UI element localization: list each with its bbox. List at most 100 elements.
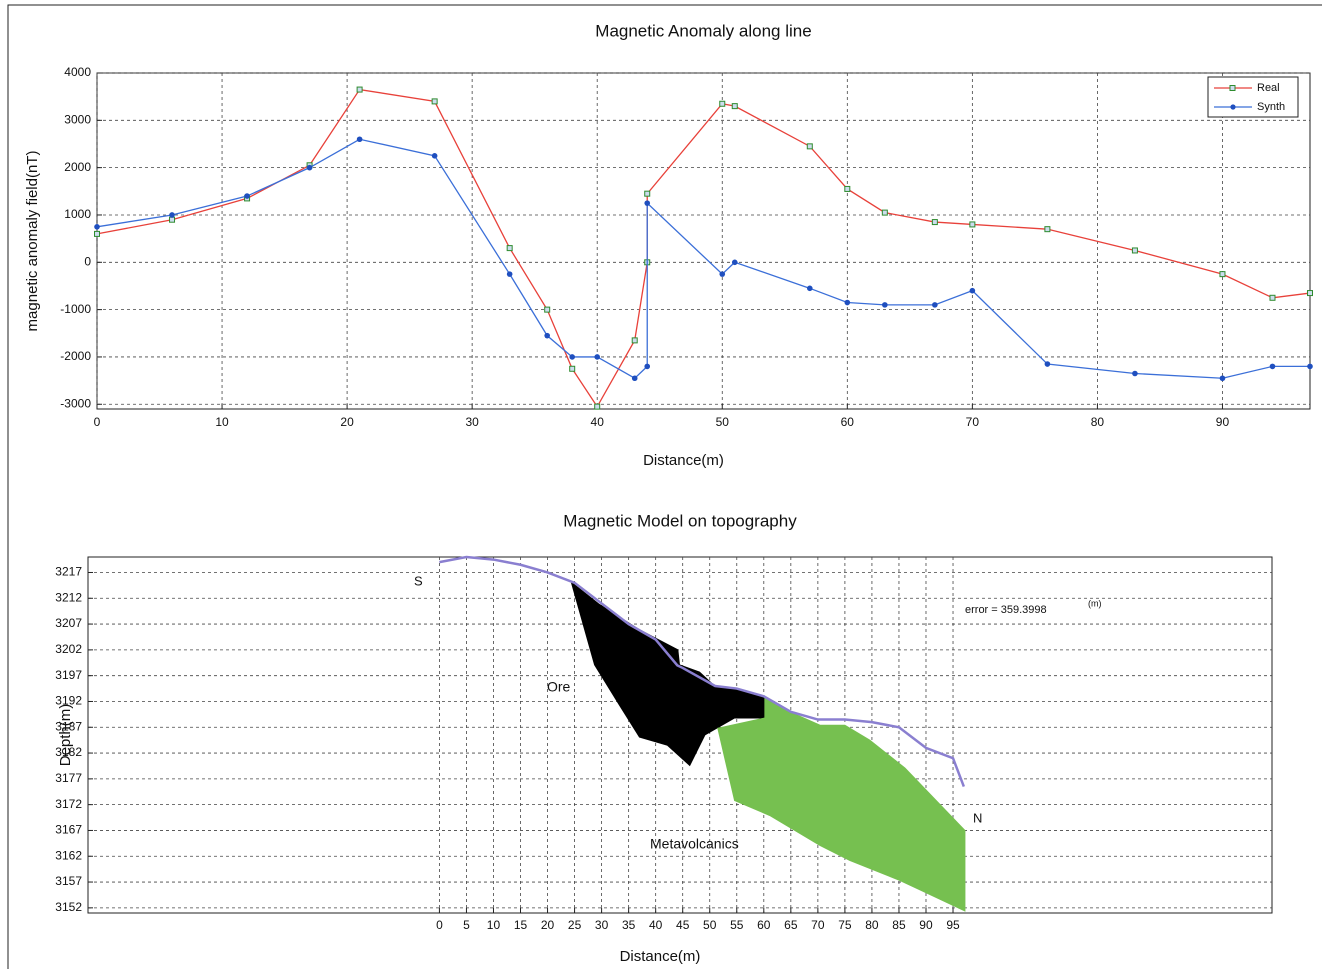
point (594, 403, 601, 410)
y-axis-label: Depth(m) (57, 704, 74, 767)
y-tick-label: 3172 (55, 797, 82, 811)
error-label: error = 359.3998 (965, 604, 1047, 616)
point (644, 190, 651, 197)
x-tick-label: 20 (340, 415, 354, 429)
point (1219, 375, 1226, 382)
point (506, 271, 513, 277)
point (356, 136, 363, 143)
point (719, 271, 726, 277)
body-label: Metavolcanics (650, 836, 739, 852)
point (1269, 294, 1276, 301)
point (644, 363, 651, 370)
point (94, 230, 100, 237)
x-tick-label: 60 (841, 415, 855, 429)
legend-marker (1229, 85, 1236, 91)
x-tick-label: 65 (784, 918, 798, 932)
point (431, 98, 438, 105)
x-tick-label: 45 (676, 918, 690, 932)
x-tick-label: 70 (966, 415, 980, 429)
x-tick-label: 0 (436, 918, 443, 932)
y-tick-label: 3182 (55, 745, 82, 759)
point (569, 365, 576, 372)
y-tick-label: 1000 (64, 207, 91, 221)
point (244, 193, 250, 199)
annotation: S (414, 573, 423, 588)
x-tick-label: 50 (703, 918, 717, 932)
y-tick-label: -1000 (60, 302, 91, 316)
y-tick-label: 3207 (55, 616, 82, 630)
y-tick-label: 3202 (55, 642, 82, 656)
legend-label: Synth (1257, 101, 1285, 113)
legend-marker (1230, 104, 1236, 110)
geologic-body (717, 695, 966, 912)
point (1044, 361, 1051, 367)
point (506, 245, 513, 252)
chart-title: Magnetic Anomaly along line (595, 21, 811, 40)
y-tick-label: 3217 (55, 565, 82, 579)
y-tick-label: 3162 (55, 848, 82, 862)
point (932, 302, 938, 308)
x-tick-label: 95 (946, 918, 960, 932)
x-tick-label: 90 (1216, 415, 1230, 429)
x-tick-label: 10 (487, 918, 501, 932)
point (806, 143, 813, 150)
figure-frame (7, 4, 1322, 969)
point (969, 287, 976, 294)
x-tick-label: 5 (463, 918, 470, 932)
point (844, 185, 851, 192)
x-tick-label: 80 (1091, 415, 1105, 429)
y-tick-label: 3187 (55, 719, 82, 733)
point (969, 221, 976, 228)
point (431, 153, 438, 159)
point (544, 306, 551, 313)
y-tick-label: 3212 (55, 590, 82, 604)
x-tick-label: 35 (622, 918, 636, 932)
x-tick-label: 0 (94, 415, 101, 429)
point (1269, 363, 1276, 370)
x-tick-label: 80 (865, 918, 879, 932)
point (569, 354, 575, 360)
point (1307, 290, 1313, 297)
y-tick-label: 2000 (64, 160, 91, 174)
topography-line (439, 555, 966, 788)
y-tick-label: 3157 (55, 874, 82, 888)
y-tick-label: 3152 (55, 900, 82, 914)
x-tick-label: 40 (591, 415, 605, 429)
x-tick-label: 40 (649, 918, 663, 932)
y-tick-label: 4000 (64, 65, 91, 79)
point (881, 209, 888, 216)
x-tick-label: 70 (811, 918, 825, 932)
point (594, 354, 601, 360)
point (1219, 271, 1226, 278)
point (544, 332, 550, 339)
x-tick-label: 10 (215, 415, 229, 429)
y-tick-label: 3167 (55, 823, 82, 837)
x-tick-label: 30 (595, 918, 609, 932)
legend-label: Real (1257, 82, 1280, 94)
y-tick-label: 0 (84, 254, 91, 268)
annotation: N (973, 810, 982, 825)
x-tick-label: 85 (892, 918, 906, 932)
point (1307, 363, 1313, 370)
x-tick-label: 90 (919, 918, 933, 932)
y-tick-label: -2000 (60, 349, 91, 363)
y-tick-label: 3000 (64, 112, 91, 126)
point (931, 219, 938, 226)
x-tick-label: 25 (568, 918, 582, 932)
y-axis-label: magnetic anomaly field(nT) (24, 151, 41, 332)
point (731, 259, 738, 266)
point (169, 212, 175, 218)
point (94, 224, 100, 230)
y-tick-label: 3192 (55, 694, 82, 708)
point (631, 337, 638, 344)
point (806, 285, 813, 292)
y-tick-label: 3177 (55, 771, 82, 785)
x-tick-label: 55 (730, 918, 744, 932)
point (882, 302, 888, 308)
point (1044, 226, 1051, 233)
error-unit: (m) (1088, 598, 1102, 608)
point (731, 103, 738, 110)
x-tick-label: 50 (716, 415, 730, 429)
point (844, 299, 851, 306)
